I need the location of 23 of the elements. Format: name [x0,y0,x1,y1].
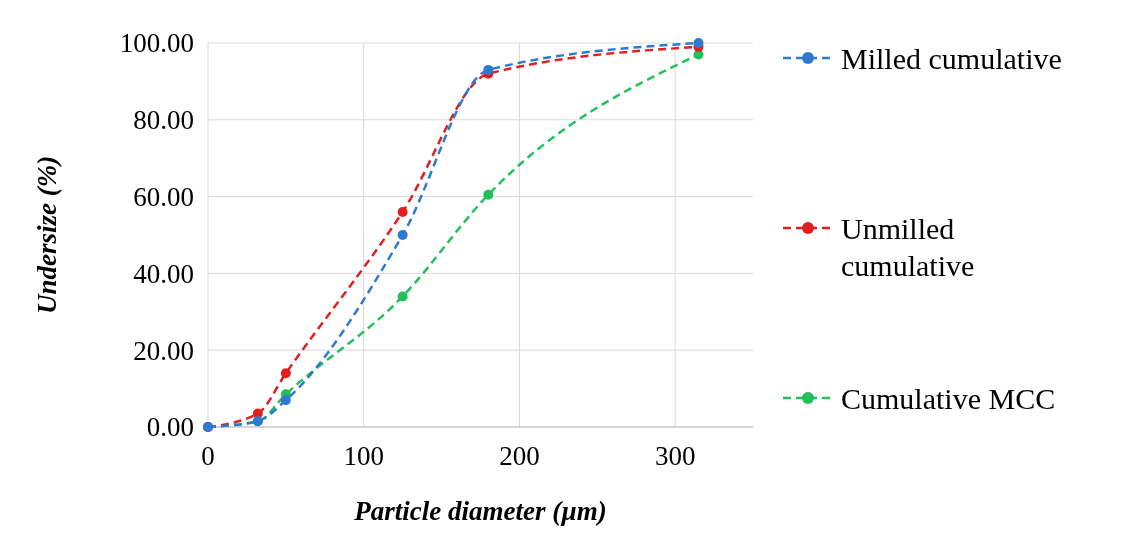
point [280,368,291,379]
legend-label: Cumulative MCC [841,381,1056,415]
x-tick-label: 100 [343,441,384,471]
y-tick-label: 0.00 [146,412,194,443]
x-tick-label: 300 [654,441,696,471]
y-axis-title: Undersize (%) [32,155,62,315]
y-tick-label: 40.00 [133,258,194,289]
x-axis-title: Particle diameter (µm) [353,496,607,526]
point [397,230,408,240]
point [397,206,408,217]
legend-label: Milled cumulative [841,41,1062,75]
x-tick-label: 0 [201,441,215,471]
y-tick-label: 100.00 [119,28,194,59]
y-tick-label: 20.00 [133,335,194,366]
point [280,395,291,406]
point [397,291,408,302]
x-tick-label: 200 [499,441,540,471]
point [693,38,704,48]
point [483,189,494,200]
y-tick-label: 60.00 [133,182,194,213]
legend-label: Unmilled cumulative [841,211,975,282]
point [483,64,494,75]
y-tick-label: 80.00 [133,105,194,136]
